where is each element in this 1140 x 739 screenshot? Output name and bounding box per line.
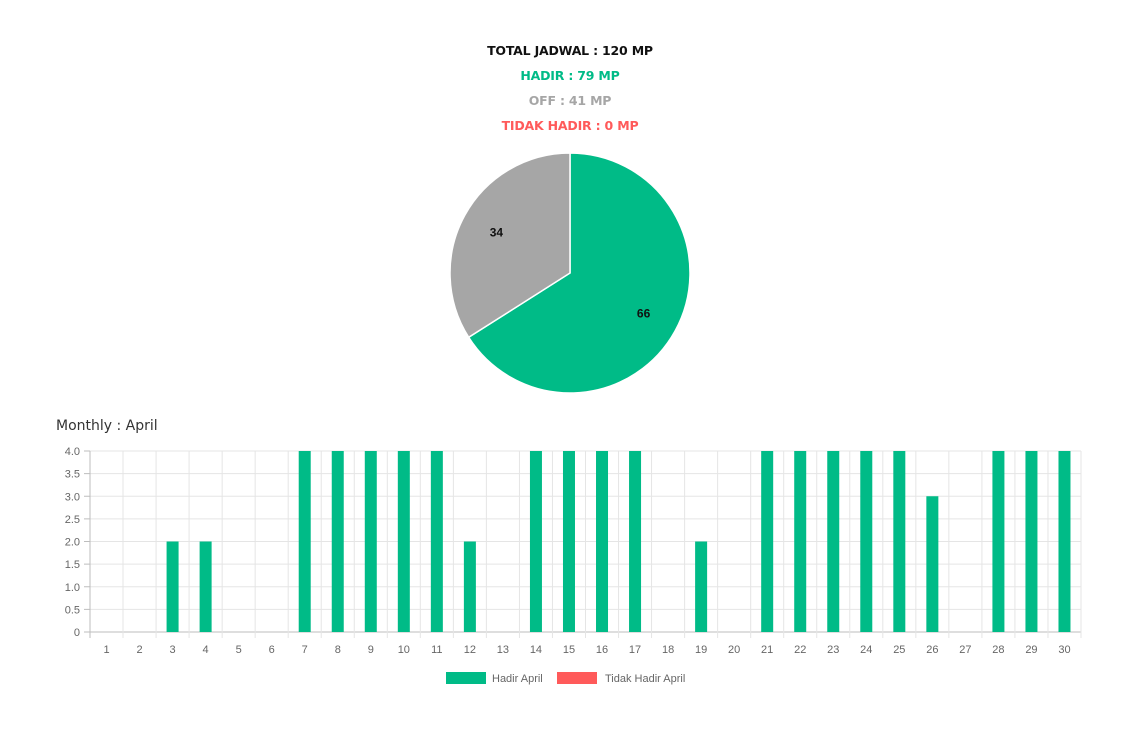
x-tick-label: 23 (827, 644, 839, 656)
bar-hadir-april-24[interactable] (860, 451, 873, 632)
bar-hadir-april-19[interactable] (695, 541, 708, 633)
x-tick-label: 12 (464, 644, 476, 656)
x-tick-label: 3 (170, 644, 176, 656)
legend-swatch[interactable] (557, 672, 597, 684)
legend-label[interactable]: Hadir April (492, 673, 543, 685)
x-tick-label: 16 (596, 644, 608, 656)
pie-slice-label: 66 (637, 306, 651, 320)
bar-hadir-april-26[interactable] (926, 496, 939, 632)
bar-hadir-april-21[interactable] (761, 451, 774, 632)
x-tick-label: 14 (530, 644, 542, 656)
x-tick-label: 28 (992, 644, 1004, 656)
x-tick-label: 4 (203, 644, 209, 656)
bar-hadir-april-8[interactable] (331, 451, 344, 632)
x-tick-label: 30 (1058, 644, 1070, 656)
x-tick-label: 29 (1025, 644, 1037, 656)
x-tick-label: 25 (893, 644, 905, 656)
pie-slice-34[interactable] (449, 152, 571, 339)
pie-slice-label: 34 (490, 226, 504, 240)
bar-hadir-april-3[interactable] (166, 541, 179, 633)
bar-hadir-april-9[interactable] (364, 451, 377, 632)
y-tick-label: 2.0 (65, 537, 80, 549)
bar-hadir-april-30[interactable] (1058, 451, 1071, 632)
hadir-label: HADIR : 79 MP (520, 68, 620, 83)
x-tick-label: 8 (335, 644, 341, 656)
bar-hadir-april-14[interactable] (529, 451, 542, 632)
x-tick-label: 24 (860, 644, 872, 656)
bar-hadir-april-16[interactable] (596, 451, 609, 632)
bar-hadir-april-23[interactable] (827, 451, 840, 632)
x-tick-label: 2 (136, 644, 142, 656)
off-label: OFF : 41 MP (528, 93, 612, 108)
y-tick-label: 0 (74, 627, 80, 639)
y-tick-label: 4.0 (65, 446, 80, 458)
x-tick-label: 6 (269, 644, 275, 656)
y-tick-label: 1.0 (65, 582, 80, 594)
pie-slice-66[interactable] (467, 152, 691, 394)
tidak-hadir-label: TIDAK HADIR : 0 MP (501, 118, 639, 133)
bar-hadir-april-12[interactable] (463, 541, 476, 633)
bar-hadir-april-10[interactable] (397, 451, 410, 632)
y-tick-label: 3.0 (65, 491, 80, 503)
attendance-pie-chart: 66 34 (449, 152, 691, 394)
bar-hadir-april-17[interactable] (629, 451, 642, 632)
x-tick-label: 18 (662, 644, 674, 656)
legend-label[interactable]: Tidak Hadir April (605, 673, 685, 685)
x-tick-label: 20 (728, 644, 740, 656)
monthly-chart-title: Monthly : April (56, 418, 158, 434)
bar-hadir-april-11[interactable] (430, 451, 443, 632)
x-tick-label: 22 (794, 644, 806, 656)
x-tick-label: 13 (497, 644, 509, 656)
y-tick-label: 2.5 (65, 514, 80, 526)
bar-hadir-april-7[interactable] (298, 451, 311, 632)
x-tick-label: 5 (236, 644, 242, 656)
bar-hadir-april-25[interactable] (893, 451, 906, 632)
bar-hadir-april-22[interactable] (794, 451, 807, 632)
bar-hadir-april-29[interactable] (1025, 451, 1038, 632)
x-tick-label: 15 (563, 644, 575, 656)
x-tick-label: 9 (368, 644, 374, 656)
x-tick-label: 19 (695, 644, 707, 656)
x-tick-label: 7 (302, 644, 308, 656)
y-tick-label: 3.5 (65, 469, 80, 481)
x-tick-label: 11 (431, 644, 442, 656)
x-tick-label: 17 (629, 644, 641, 656)
bar-hadir-april-15[interactable] (562, 451, 575, 632)
y-tick-label: 0.5 (65, 604, 80, 616)
x-tick-label: 26 (926, 644, 938, 656)
bar-hadir-april-28[interactable] (992, 451, 1005, 632)
x-tick-label: 21 (761, 644, 773, 656)
legend-swatch[interactable] (446, 672, 486, 684)
x-tick-label: 10 (398, 644, 410, 656)
y-tick-label: 1.5 (65, 559, 80, 571)
bar-hadir-april-4[interactable] (199, 541, 212, 633)
x-tick-label: 27 (959, 644, 971, 656)
x-tick-label: 1 (103, 644, 109, 656)
total-jadwal-label: TOTAL JADWAL : 120 MP (487, 43, 653, 58)
